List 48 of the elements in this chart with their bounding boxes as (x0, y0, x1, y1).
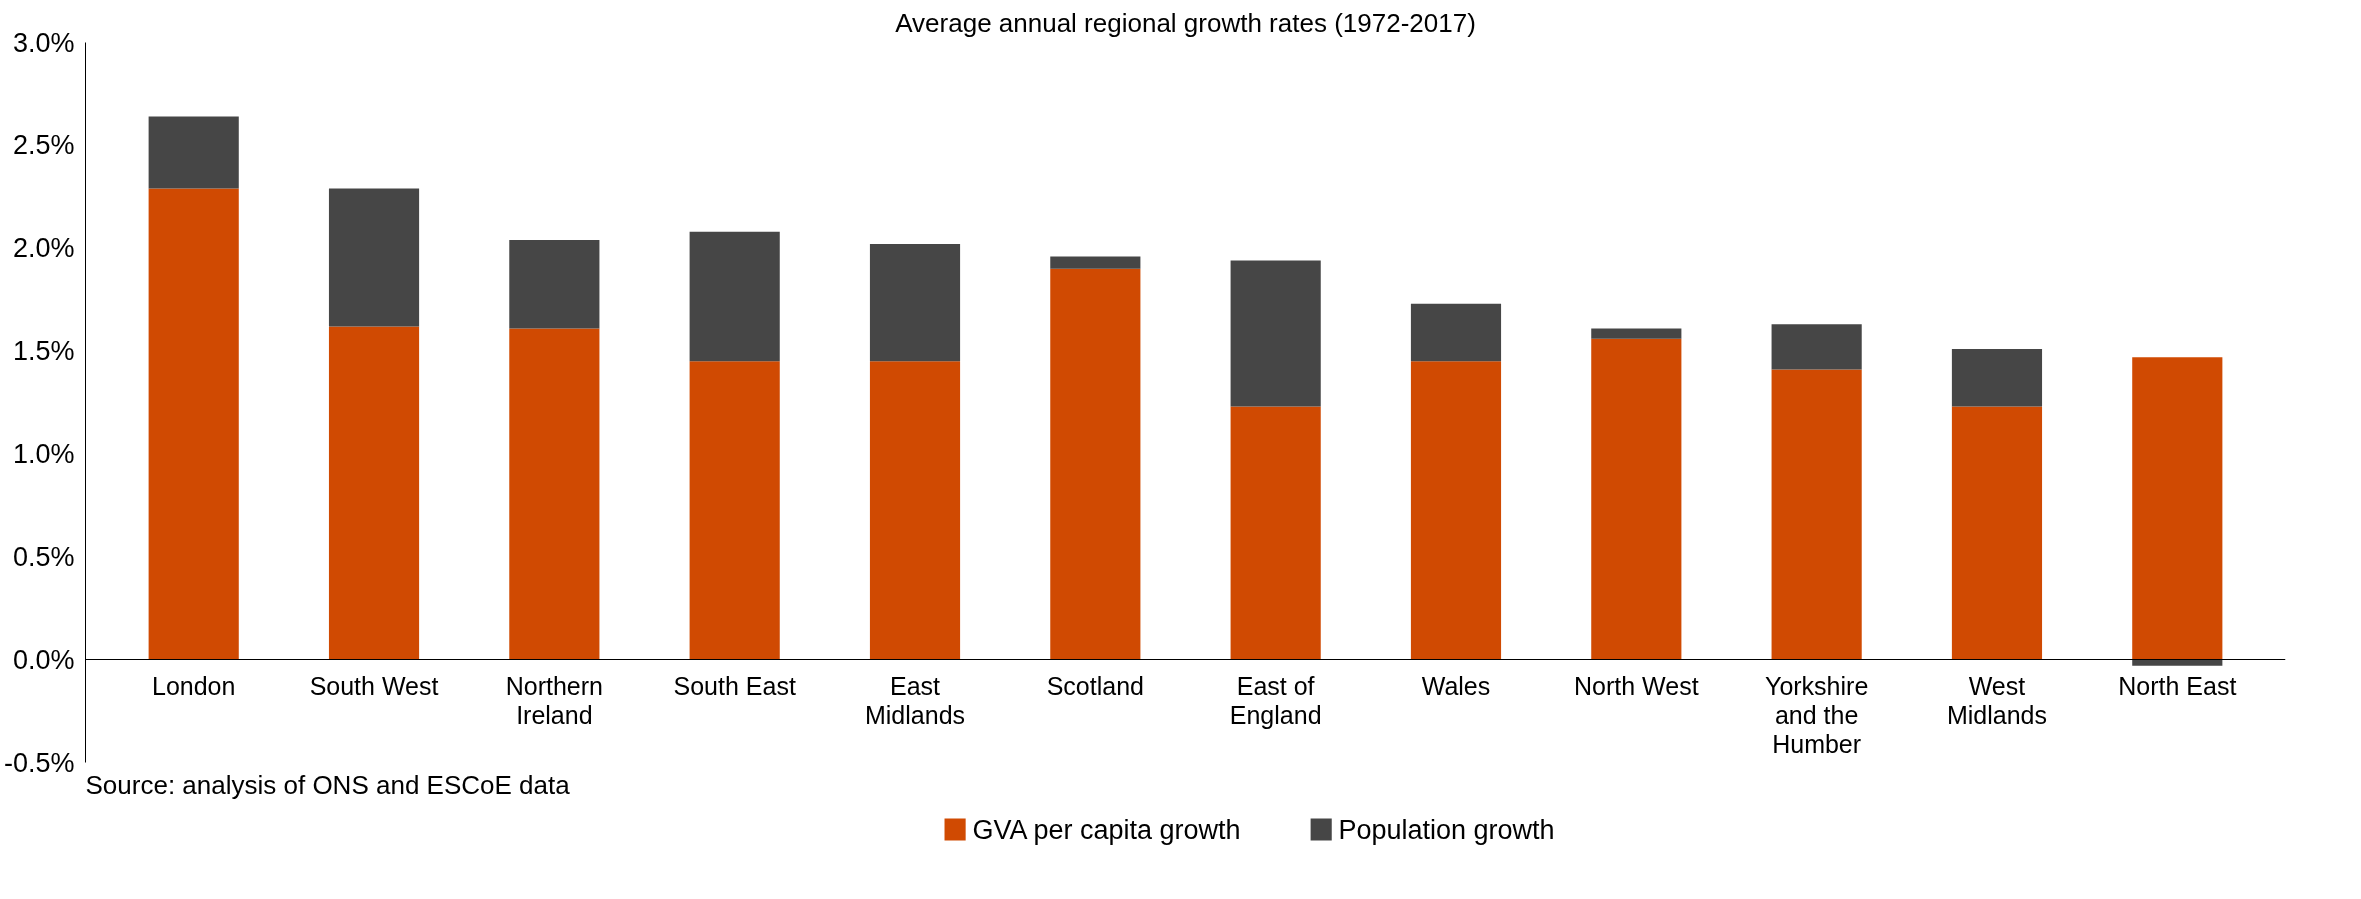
bar (1951, 349, 2043, 407)
y-tick-label: 3.0% (12, 27, 75, 58)
bar (509, 239, 600, 329)
bar (1050, 256, 1141, 269)
y-tick-label: 2.5% (12, 130, 75, 161)
bar (509, 328, 600, 660)
bar (1410, 361, 1502, 660)
x-tick-label: Scotland (1046, 671, 1144, 700)
y-tick-label: -0.5% (3, 747, 75, 778)
bar (2132, 357, 2223, 660)
x-tick-label: Yorkshire and the Humber (1765, 671, 1869, 759)
chart-title: Average annual regional growth rates (1972-2017) (895, 7, 1476, 38)
bar (1230, 406, 1321, 660)
x-tick-label: East of England (1229, 671, 1322, 730)
y-tick-label: 1.0% (12, 438, 75, 469)
y-tick-label: 0.0% (12, 644, 75, 675)
bar (1771, 324, 1862, 370)
bar (869, 361, 961, 660)
source-note: Source: analysis of ONS and ESCoE data (85, 769, 571, 800)
bar (869, 244, 961, 362)
legend-label: GVA per capita growth (972, 814, 1241, 845)
x-tick-label: North West (1574, 671, 1699, 700)
y-tick-label: 1.5% (12, 336, 75, 367)
bar (1410, 303, 1502, 362)
x-tick-label: North East (2118, 671, 2237, 700)
bar (1591, 338, 1682, 660)
bar (328, 326, 420, 660)
bar (689, 231, 780, 362)
bar (328, 188, 420, 327)
bar (1050, 268, 1141, 660)
bar (1230, 260, 1321, 407)
y-tick-label: 0.5% (12, 541, 75, 572)
bar (2132, 659, 2223, 666)
x-tick-label: East Midlands (864, 671, 966, 730)
x-tick-label: Northern Ireland (505, 671, 603, 730)
bar (1591, 328, 1682, 339)
bar (1771, 369, 1862, 660)
bar (689, 361, 780, 660)
x-tick-label: Wales (1421, 671, 1491, 700)
bar (1951, 406, 2043, 660)
x-tick-label: South West (309, 671, 439, 700)
bar (148, 188, 239, 660)
x-tick-label: West Midlands (1946, 671, 2048, 730)
x-tick-label: London (151, 671, 236, 700)
y-tick-label: 2.0% (12, 233, 75, 264)
x-tick-label: South East (673, 671, 796, 700)
legend-label: Population growth (1338, 814, 1555, 845)
bar (148, 116, 239, 189)
